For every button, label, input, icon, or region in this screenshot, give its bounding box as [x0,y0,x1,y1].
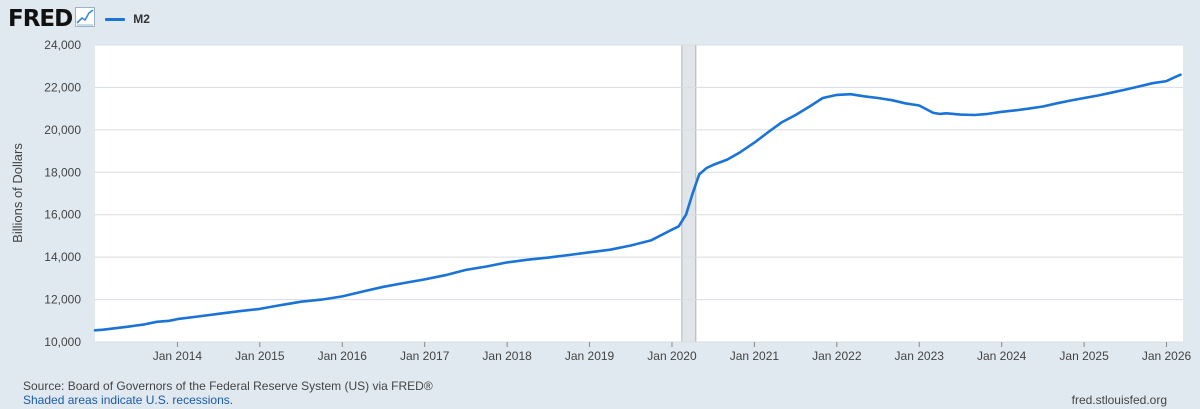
y-tick-label: 14,000 [44,250,81,264]
y-tick-label: 16,000 [44,208,81,222]
x-tick-label: Jan 2019 [565,349,615,363]
x-tick-label: Jan 2023 [895,349,945,363]
series-line-m2[interactable] [93,73,1182,332]
x-tick-label: Jan 2024 [977,349,1027,363]
x-tick-label: Jan 2025 [1059,349,1109,363]
x-tick-label: Jan 2026 [1142,349,1192,363]
source-note: Source: Board of Governors of the Federa… [23,379,433,393]
x-tick-label: Jan 2015 [235,349,285,363]
x-tick-label: Jan 2020 [647,349,697,363]
recession-note-link[interactable]: Shaded areas indicate U.S. recessions. [23,393,234,407]
y-tick-label: 12,000 [44,293,81,307]
y-tick-label: 24,000 [44,38,81,52]
y-tick-label: 18,000 [44,165,81,179]
y-tick-label: 10,000 [44,335,81,349]
site-url[interactable]: fred.stlouisfed.org [1071,393,1167,407]
x-tick-label: Jan 2017 [400,349,450,363]
plot-background [95,45,1183,342]
y-tick-label: 20,000 [44,123,81,137]
y-tick-label: 22,000 [44,80,81,94]
line-chart: 10,000 12,000 14,000 16,000 18,000 20,000 22,0… [10,38,1192,363]
x-tick-label: Jan 2018 [482,349,532,363]
x-tick-label: Jan 2021 [730,349,780,363]
x-tick-label: Jan 2014 [153,349,203,363]
chart-header: FRED M2 [8,4,150,34]
y-axis-label: Billions of Dollars [10,143,25,243]
legend-label-m2: M2 [133,12,150,26]
line-chart-icon [75,6,96,32]
fred-logo[interactable]: FRED [8,6,73,32]
legend: M2 [105,12,150,26]
x-tick-label: Jan 2022 [812,349,862,363]
x-tick-label: Jan 2016 [318,349,368,363]
legend-swatch [105,17,126,21]
